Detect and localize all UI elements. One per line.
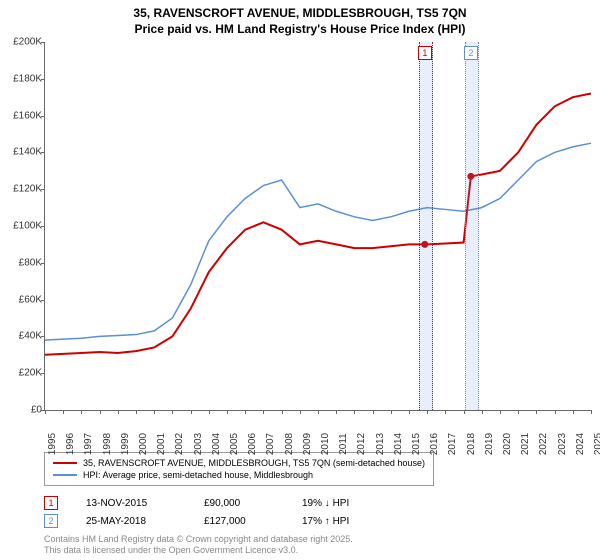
x-axis-label: 2023 — [557, 433, 568, 455]
y-axis-label: £40K — [2, 331, 42, 342]
legend-box: 35, RAVENSCROFT AVENUE, MIDDLESBROUGH, T… — [44, 452, 434, 486]
transaction-row: 2 25-MAY-2018 £127,000 17% ↑ HPI — [44, 514, 349, 528]
footer-line2: This data is licensed under the Open Gov… — [44, 545, 353, 556]
x-axis-label: 2000 — [138, 433, 149, 455]
x-axis-label: 2020 — [502, 433, 513, 455]
event-marker-band — [465, 42, 479, 410]
chart-container: 35, RAVENSCROFT AVENUE, MIDDLESBROUGH, T… — [0, 0, 600, 560]
x-axis-label: 2005 — [229, 433, 240, 455]
x-axis-label: 2018 — [466, 433, 477, 455]
x-axis-label: 1997 — [83, 433, 94, 455]
x-axis-label: 2012 — [356, 433, 367, 455]
transaction-price: £127,000 — [204, 516, 274, 527]
legend-item: 35, RAVENSCROFT AVENUE, MIDDLESBROUGH, T… — [53, 457, 425, 469]
x-axis-label: 2007 — [265, 433, 276, 455]
x-axis-label: 1999 — [120, 433, 131, 455]
legend-swatch — [53, 462, 77, 464]
x-axis-label: 2008 — [284, 433, 295, 455]
x-axis-label: 2017 — [447, 433, 458, 455]
footer: Contains HM Land Registry data © Crown c… — [44, 534, 353, 556]
legend-item: HPI: Average price, semi-detached house,… — [53, 469, 425, 481]
transaction-marker: 2 — [44, 514, 58, 528]
x-axis-label: 2025 — [593, 433, 600, 455]
x-axis-label: 2011 — [338, 433, 349, 455]
y-axis-label: £180K — [2, 73, 42, 84]
title-line1: 35, RAVENSCROFT AVENUE, MIDDLESBROUGH, T… — [0, 6, 600, 22]
y-axis-label: £20K — [2, 368, 42, 379]
y-axis-label: £200K — [2, 37, 42, 48]
x-axis-label: 2016 — [429, 433, 440, 455]
legend-swatch — [53, 474, 77, 476]
x-axis-label: 2006 — [247, 433, 258, 455]
x-axis-label: 2002 — [174, 433, 185, 455]
plot-svg — [45, 42, 591, 410]
footer-line1: Contains HM Land Registry data © Crown c… — [44, 534, 353, 545]
x-axis-label: 1996 — [65, 433, 76, 455]
transaction-price: £90,000 — [204, 498, 274, 509]
transaction-delta: 19% ↓ HPI — [302, 498, 349, 509]
transaction-date: 25-MAY-2018 — [86, 516, 176, 527]
x-axis-label: 1995 — [47, 433, 58, 455]
y-axis-label: £0 — [2, 405, 42, 416]
x-axis-label: 2024 — [575, 433, 586, 455]
x-axis-label: 2021 — [520, 433, 531, 455]
title-line2: Price paid vs. HM Land Registry's House … — [0, 22, 600, 38]
y-axis-label: £160K — [2, 110, 42, 121]
x-axis-label: 2014 — [393, 433, 404, 455]
x-axis-label: 2022 — [538, 433, 549, 455]
transaction-delta: 17% ↑ HPI — [302, 516, 349, 527]
x-axis-label: 2001 — [156, 433, 167, 455]
x-axis-label: 2004 — [211, 433, 222, 455]
transaction-date: 13-NOV-2015 — [86, 498, 176, 509]
x-axis-label: 1998 — [102, 433, 113, 455]
x-axis-label: 2003 — [193, 433, 204, 455]
series-line — [45, 94, 591, 355]
transaction-row: 1 13-NOV-2015 £90,000 19% ↓ HPI — [44, 496, 349, 510]
x-axis-label: 2019 — [484, 433, 495, 455]
x-axis-label: 2009 — [302, 433, 313, 455]
y-axis-label: £100K — [2, 221, 42, 232]
y-axis-label: £80K — [2, 257, 42, 268]
y-axis-label: £120K — [2, 184, 42, 195]
event-marker-label: 1 — [418, 46, 432, 60]
chart-title: 35, RAVENSCROFT AVENUE, MIDDLESBROUGH, T… — [0, 0, 600, 37]
legend-label: HPI: Average price, semi-detached house,… — [83, 470, 313, 480]
y-axis-label: £60K — [2, 294, 42, 305]
y-axis-label: £140K — [2, 147, 42, 158]
x-axis-label: 2013 — [375, 433, 386, 455]
plot-area: 12 — [44, 42, 591, 411]
legend-label: 35, RAVENSCROFT AVENUE, MIDDLESBROUGH, T… — [83, 458, 425, 468]
event-marker-label: 2 — [464, 46, 478, 60]
event-marker-band — [419, 42, 433, 410]
x-axis-label: 2015 — [411, 433, 422, 455]
transaction-marker: 1 — [44, 496, 58, 510]
x-axis-label: 2010 — [320, 433, 331, 455]
